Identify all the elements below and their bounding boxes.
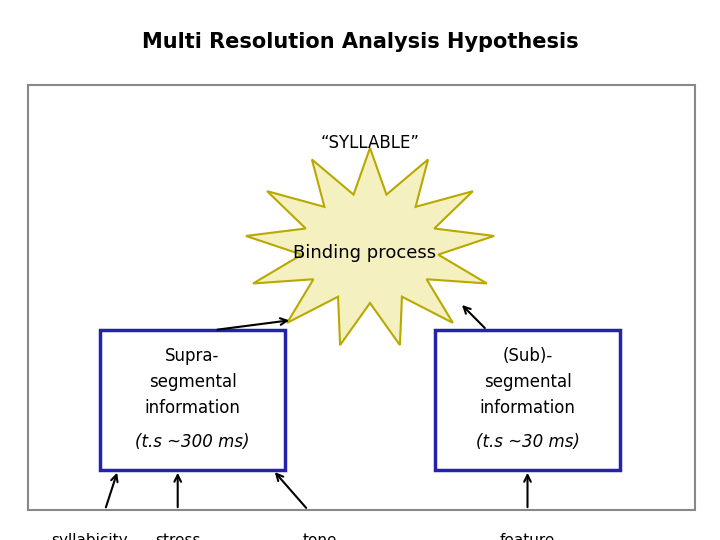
Text: Multi Resolution Analysis Hypothesis: Multi Resolution Analysis Hypothesis <box>142 32 578 52</box>
Text: Supra-
segmental
information: Supra- segmental information <box>145 347 240 417</box>
Text: (t.s ~300 ms): (t.s ~300 ms) <box>135 433 250 451</box>
Text: “SYLLABLE”: “SYLLABLE” <box>320 134 420 152</box>
Bar <box>28 85 695 510</box>
Text: feature: feature <box>500 533 555 540</box>
Bar <box>435 330 620 470</box>
Polygon shape <box>246 148 494 345</box>
Text: (t.s ~30 ms): (t.s ~30 ms) <box>476 433 580 451</box>
Text: syllabicity: syllabicity <box>52 533 128 540</box>
Bar <box>100 330 285 470</box>
Text: (Sub)-
segmental
information: (Sub)- segmental information <box>480 347 575 417</box>
Text: Binding process: Binding process <box>294 244 436 262</box>
Text: stress: stress <box>155 533 200 540</box>
Text: tone: tone <box>302 533 337 540</box>
